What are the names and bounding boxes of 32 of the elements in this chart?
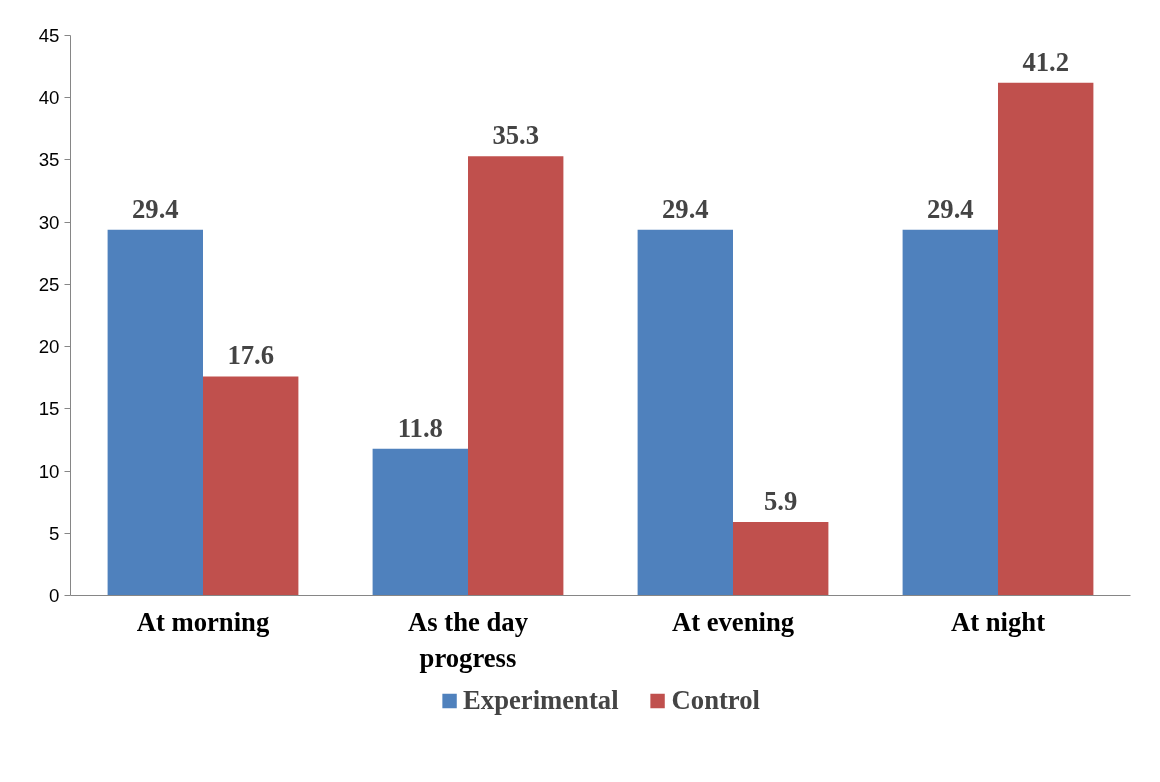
bar <box>107 229 203 596</box>
y-tick-label: 30 <box>38 211 60 233</box>
bar <box>637 229 733 596</box>
y-tick-label: 20 <box>38 336 60 358</box>
data-label: 5.9 <box>764 486 798 517</box>
legend-label: Experimental <box>463 684 619 716</box>
y-tick-label: 45 <box>38 25 60 46</box>
bar <box>902 229 998 596</box>
data-label: 35.3 <box>492 120 540 151</box>
data-label: 11.8 <box>397 412 443 443</box>
y-tick-label: 40 <box>38 87 60 109</box>
bar <box>468 156 564 596</box>
x-tick-label: At morning <box>136 606 270 637</box>
bar <box>733 522 829 596</box>
legend-label: Control <box>671 684 760 716</box>
x-tick-label: At evening <box>671 606 795 637</box>
data-label: 29.4 <box>661 193 709 224</box>
data-label: 29.4 <box>926 193 974 224</box>
data-label: 17.6 <box>227 340 275 371</box>
x-tick-label: At night <box>950 606 1046 637</box>
bar <box>203 376 299 596</box>
y-tick-label: 5 <box>49 522 60 544</box>
data-label: 29.4 <box>131 193 179 224</box>
y-tick-label: 10 <box>38 460 60 482</box>
y-tick-label: 0 <box>49 585 60 606</box>
bar <box>998 82 1094 596</box>
data-label: 41.2 <box>1022 46 1070 77</box>
y-tick-label: 25 <box>38 273 60 295</box>
y-tick-label: 35 <box>38 149 60 171</box>
x-tick-label: As the day progress <box>408 606 529 673</box>
y-tick-label: 15 <box>38 398 60 420</box>
bar <box>372 448 468 596</box>
